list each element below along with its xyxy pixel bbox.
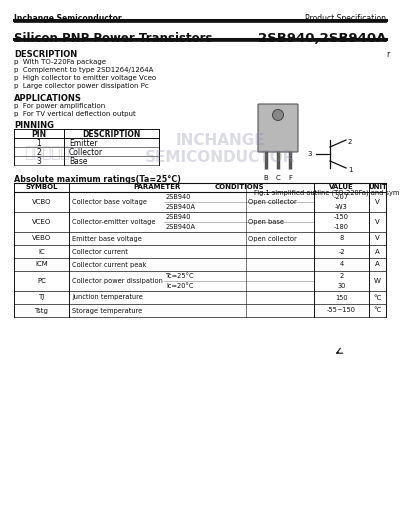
- Text: 150: 150: [335, 295, 348, 300]
- Text: IC: IC: [38, 249, 45, 254]
- Text: 3: 3: [308, 151, 312, 157]
- Text: °C: °C: [373, 308, 382, 313]
- Text: Open base: Open base: [248, 219, 284, 225]
- Text: 1: 1: [348, 167, 352, 173]
- Text: VCBO: VCBO: [32, 199, 51, 205]
- Text: PIN: PIN: [32, 130, 46, 139]
- Text: 2SB940: 2SB940: [166, 194, 192, 200]
- Text: p  Large collector power dissipation Pc: p Large collector power dissipation Pc: [14, 83, 149, 89]
- Text: 8: 8: [339, 236, 344, 241]
- Text: DESCRIPTION: DESCRIPTION: [82, 130, 141, 139]
- Text: p  High collector to emitter voltage Vceo: p High collector to emitter voltage Vceo: [14, 75, 156, 81]
- Text: Junction temperature: Junction temperature: [72, 295, 143, 300]
- Text: Emitter: Emitter: [69, 139, 98, 148]
- Text: 2SB940A: 2SB940A: [166, 224, 196, 230]
- Text: -W3: -W3: [335, 204, 348, 210]
- Text: 2SB940A: 2SB940A: [166, 204, 196, 210]
- Text: PINNING: PINNING: [14, 121, 54, 130]
- Text: UNIT: UNIT: [368, 184, 387, 190]
- Text: Collector base voltage: Collector base voltage: [72, 199, 147, 205]
- Text: 2: 2: [37, 148, 41, 157]
- Text: °C: °C: [373, 295, 382, 300]
- Text: Product Specification: Product Specification: [305, 14, 386, 23]
- Text: Collector current: Collector current: [72, 249, 128, 254]
- Text: p  For TV vertical deflection output: p For TV vertical deflection output: [14, 111, 136, 117]
- Text: r: r: [386, 50, 389, 59]
- Text: TJ: TJ: [38, 295, 45, 300]
- Text: 1: 1: [37, 139, 41, 148]
- Text: Emitter base voltage: Emitter base voltage: [72, 236, 142, 241]
- Text: APPLICATIONS: APPLICATIONS: [14, 94, 82, 103]
- Text: Collector power dissipation: Collector power dissipation: [72, 278, 163, 284]
- Text: Collector: Collector: [69, 148, 103, 157]
- Text: Collector-emitter voltage: Collector-emitter voltage: [72, 219, 156, 225]
- Text: Tstg: Tstg: [34, 308, 48, 313]
- Text: Tc=25°C: Tc=25°C: [166, 273, 195, 279]
- Text: ICM: ICM: [35, 262, 48, 267]
- Text: Base: Base: [69, 157, 88, 166]
- Text: V: V: [375, 199, 380, 205]
- Text: 4: 4: [339, 262, 344, 267]
- Text: PC: PC: [37, 278, 46, 284]
- Circle shape: [272, 109, 284, 121]
- Text: -207: -207: [334, 194, 349, 200]
- Text: 2SB940: 2SB940: [166, 214, 192, 220]
- Text: p  Complement to type 2SD1264/1264A: p Complement to type 2SD1264/1264A: [14, 67, 153, 73]
- Text: p  With TO-220Fa package: p With TO-220Fa package: [14, 59, 106, 65]
- Text: -180: -180: [334, 224, 349, 230]
- Text: p  For power amplification: p For power amplification: [14, 103, 105, 109]
- Text: -2: -2: [338, 249, 345, 254]
- Text: 2SB940,2SB940A: 2SB940,2SB940A: [258, 32, 386, 45]
- Text: Collector current peak: Collector current peak: [72, 262, 146, 267]
- Text: VEBO: VEBO: [32, 236, 51, 241]
- Text: Fig.1 simplified outline (TO-220Fa) and symbol: Fig.1 simplified outline (TO-220Fa) and …: [254, 189, 400, 195]
- Text: 3: 3: [36, 157, 42, 166]
- Text: -55~150: -55~150: [327, 308, 356, 313]
- Text: VCEO: VCEO: [32, 219, 51, 225]
- Text: 30: 30: [337, 283, 346, 289]
- Text: V: V: [375, 219, 380, 225]
- Text: PARAMETER: PARAMETER: [134, 184, 181, 190]
- Text: CONDITIONS: CONDITIONS: [214, 184, 264, 190]
- Text: -150: -150: [334, 214, 349, 220]
- Text: Open collector: Open collector: [248, 236, 297, 241]
- Text: 2: 2: [339, 273, 344, 279]
- Text: Absolute maximum ratings(Ta=25°C): Absolute maximum ratings(Ta=25°C): [14, 175, 181, 184]
- Text: C: C: [276, 175, 280, 181]
- FancyBboxPatch shape: [258, 104, 298, 152]
- Text: A: A: [375, 249, 380, 254]
- Text: DESCRIPTION: DESCRIPTION: [14, 50, 77, 59]
- Text: Silicon PNP Power Transistors: Silicon PNP Power Transistors: [14, 32, 212, 45]
- Text: 电世半导体: 电世半导体: [24, 145, 70, 160]
- Text: 2: 2: [348, 139, 352, 145]
- Text: V: V: [375, 236, 380, 241]
- Text: SYMBOL: SYMBOL: [25, 184, 58, 190]
- Text: Open collector: Open collector: [248, 199, 297, 205]
- Text: W: W: [374, 278, 381, 284]
- Text: B: B: [264, 175, 268, 181]
- Text: Ic=20°C: Ic=20°C: [166, 283, 194, 289]
- Text: F: F: [288, 175, 292, 181]
- Text: INCHANGE
SEMICONDUCTOR: INCHANGE SEMICONDUCTOR: [145, 133, 295, 165]
- Text: Storage temperature: Storage temperature: [72, 308, 142, 313]
- Text: VALUE: VALUE: [329, 184, 354, 190]
- Text: Inchange Semiconductor: Inchange Semiconductor: [14, 14, 122, 23]
- Text: A: A: [375, 262, 380, 267]
